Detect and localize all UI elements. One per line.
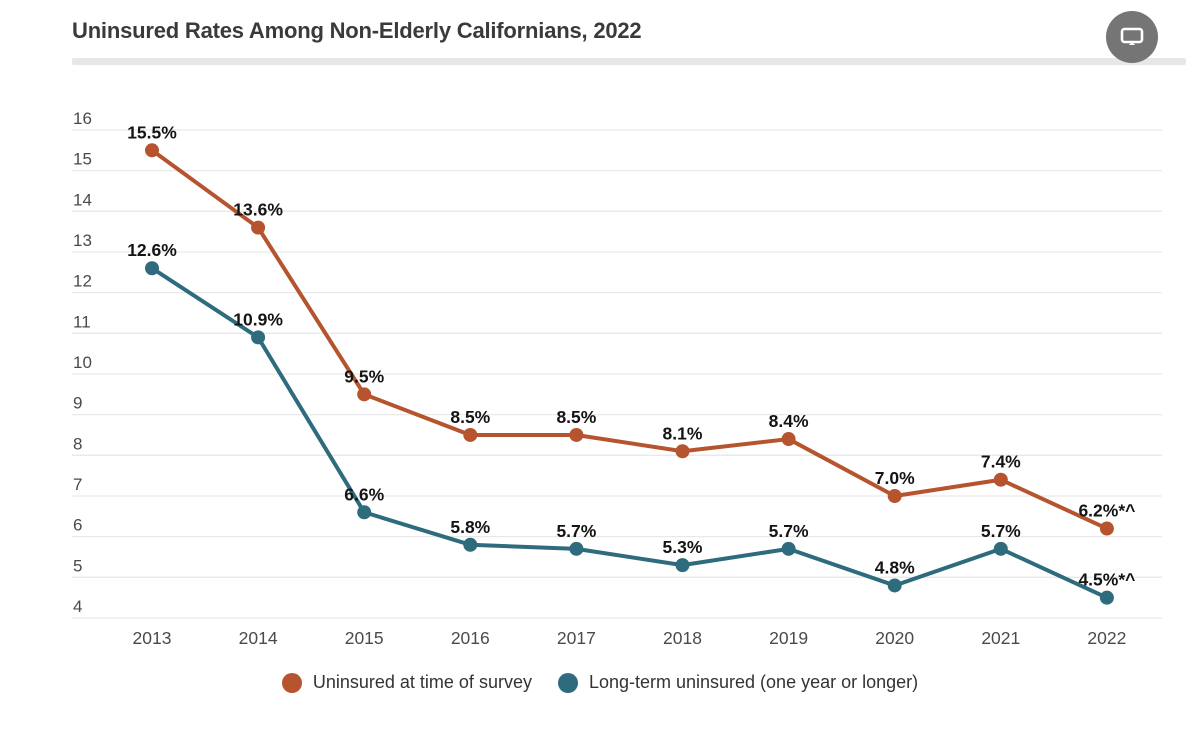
x-tick-label: 2022 [1087, 628, 1126, 648]
page-title: Uninsured Rates Among Non-Elderly Califo… [72, 18, 642, 43]
y-tick-label: 4 [73, 597, 82, 616]
y-tick-label: 6 [73, 516, 82, 535]
x-tick-label: 2020 [875, 628, 914, 648]
data-point-label: 8.5% [450, 407, 490, 427]
data-point [781, 432, 796, 447]
x-tick-label: 2017 [557, 628, 596, 648]
data-point-label: 8.4% [769, 411, 809, 431]
x-tick-label: 2016 [451, 628, 490, 648]
legend-label: Long-term uninsured (one year or longer) [588, 672, 919, 692]
x-tick-label: 2014 [239, 628, 278, 648]
x-tick-label: 2018 [663, 628, 702, 648]
data-point [675, 444, 690, 459]
data-point [993, 472, 1008, 487]
title-divider [72, 58, 1186, 65]
legend-label: Uninsured at time of survey [312, 672, 532, 692]
data-point [357, 387, 372, 402]
y-tick-label: 10 [73, 353, 92, 372]
y-tick-label: 9 [73, 394, 82, 413]
y-tick-label: 15 [73, 150, 92, 169]
data-point [251, 220, 266, 235]
data-point-label: 8.5% [556, 407, 596, 427]
x-tick-label: 2015 [345, 628, 384, 648]
data-point-label: 5.7% [769, 521, 809, 541]
chart-legend: Uninsured at time of survey Long-term uni… [0, 672, 1200, 693]
series-line [150, 148, 1109, 531]
data-point [463, 537, 478, 552]
data-point [1099, 590, 1114, 605]
data-point-label: 5.7% [981, 521, 1021, 541]
y-tick-label: 14 [73, 190, 92, 209]
legend-dot-icon [557, 672, 578, 693]
y-tick-label: 12 [73, 272, 92, 291]
legend-item: Long-term uninsured (one year or longer) [557, 672, 919, 693]
data-point-label: 15.5% [127, 122, 177, 142]
data-point [145, 261, 159, 276]
data-point-label: 8.1% [663, 423, 703, 443]
data-point-label: 7.0% [875, 468, 915, 488]
data-point-label: 5.3% [663, 537, 703, 557]
data-point [145, 143, 159, 158]
data-point-label: 4.8% [875, 557, 915, 577]
x-tick-label: 2013 [133, 628, 172, 648]
y-tick-label: 7 [73, 475, 82, 494]
legend-dot-icon [281, 672, 302, 693]
data-point-label: 5.7% [556, 521, 596, 541]
data-point [675, 558, 690, 573]
data-point-label: 6.6% [344, 484, 384, 504]
y-tick-label: 5 [73, 556, 82, 575]
data-point [569, 541, 584, 556]
data-point [463, 427, 478, 442]
x-tick-label: 2021 [981, 628, 1020, 648]
data-point [569, 427, 584, 442]
data-point-label: 6.2%*^ [1078, 501, 1135, 521]
data-point [993, 541, 1008, 556]
data-point-label: 10.9% [233, 309, 283, 329]
data-point [251, 330, 266, 345]
y-tick-label: 13 [73, 231, 92, 250]
y-tick-label: 16 [73, 109, 92, 128]
data-point-label: 5.8% [450, 517, 490, 537]
data-point [887, 578, 902, 593]
data-point [1099, 521, 1114, 536]
data-point-label: 7.4% [981, 452, 1021, 472]
data-point-label: 13.6% [233, 200, 283, 220]
x-tick-label: 2019 [769, 628, 808, 648]
data-point [357, 505, 372, 520]
display-mode-button[interactable] [1106, 11, 1158, 63]
data-point-label: 12.6% [127, 240, 177, 260]
y-tick-label: 8 [73, 434, 82, 453]
data-point-label: 9.5% [344, 366, 384, 386]
legend-item: Uninsured at time of survey [281, 672, 532, 693]
series-line [150, 266, 1109, 600]
monitor-icon [1119, 25, 1145, 49]
data-point-label: 4.5%*^ [1078, 570, 1135, 590]
data-point [887, 488, 902, 503]
y-tick-label: 11 [73, 312, 91, 331]
data-point [781, 541, 796, 556]
